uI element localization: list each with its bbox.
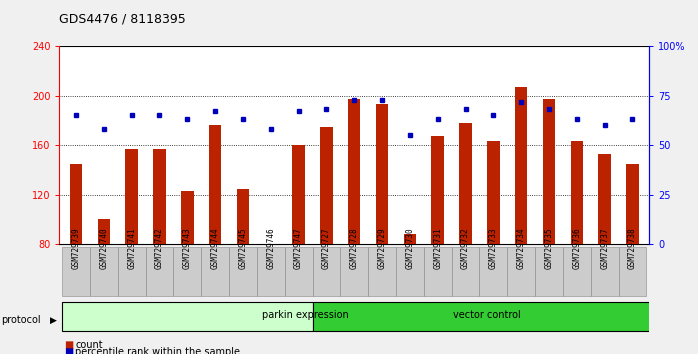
Bar xyxy=(146,247,173,296)
Bar xyxy=(98,219,110,244)
Text: ■: ■ xyxy=(64,340,73,350)
Text: GSM729742: GSM729742 xyxy=(155,227,164,269)
Text: vector control: vector control xyxy=(452,310,520,320)
Bar xyxy=(431,136,444,244)
Bar xyxy=(237,188,249,244)
Text: GSM729734: GSM729734 xyxy=(517,227,526,269)
Bar xyxy=(313,302,660,331)
Text: GSM729727: GSM729727 xyxy=(322,227,331,269)
Bar xyxy=(480,247,507,296)
Text: GSM729740: GSM729740 xyxy=(99,227,108,269)
Bar xyxy=(452,247,480,296)
Text: GSM729744: GSM729744 xyxy=(211,227,220,269)
Bar xyxy=(515,87,528,244)
Bar xyxy=(154,149,165,244)
Text: GSM729738: GSM729738 xyxy=(628,227,637,269)
Bar xyxy=(507,247,535,296)
Bar xyxy=(376,104,388,244)
Bar xyxy=(368,247,396,296)
Text: ▶: ▶ xyxy=(50,316,57,325)
Text: GSM729747: GSM729747 xyxy=(294,227,303,269)
Bar xyxy=(396,247,424,296)
Text: GSM729728: GSM729728 xyxy=(350,227,359,269)
Bar xyxy=(591,247,618,296)
Bar xyxy=(348,99,360,244)
Bar xyxy=(320,127,333,244)
Bar xyxy=(201,247,229,296)
Text: GSM729730: GSM729730 xyxy=(406,227,415,269)
Bar xyxy=(313,247,341,296)
Bar xyxy=(535,247,563,296)
Text: GSM729745: GSM729745 xyxy=(239,227,248,269)
Bar xyxy=(487,141,500,244)
Text: GSM729731: GSM729731 xyxy=(433,227,443,269)
Bar xyxy=(118,247,146,296)
Text: GSM729729: GSM729729 xyxy=(378,227,387,269)
Text: GSM729743: GSM729743 xyxy=(183,227,192,269)
Bar xyxy=(90,247,118,296)
Text: GSM729735: GSM729735 xyxy=(544,227,554,269)
Bar xyxy=(209,125,221,244)
Bar xyxy=(459,123,472,244)
Bar xyxy=(424,247,452,296)
Text: GSM729732: GSM729732 xyxy=(461,227,470,269)
Text: ■: ■ xyxy=(64,347,73,354)
Bar xyxy=(292,145,305,244)
Bar xyxy=(62,302,313,331)
Text: count: count xyxy=(75,340,103,350)
Text: percentile rank within the sample: percentile rank within the sample xyxy=(75,347,240,354)
Bar xyxy=(598,154,611,244)
Bar xyxy=(229,247,257,296)
Text: GSM729736: GSM729736 xyxy=(572,227,581,269)
Text: GDS4476 / 8118395: GDS4476 / 8118395 xyxy=(59,12,186,25)
Bar xyxy=(543,99,555,244)
Bar xyxy=(626,164,639,244)
Text: GSM729746: GSM729746 xyxy=(266,227,275,269)
Bar xyxy=(257,247,285,296)
Text: GSM729737: GSM729737 xyxy=(600,227,609,269)
Bar xyxy=(285,247,313,296)
Bar xyxy=(70,164,82,244)
Bar xyxy=(62,247,90,296)
Bar xyxy=(341,247,368,296)
Bar xyxy=(403,234,416,244)
Text: parkin expression: parkin expression xyxy=(262,310,349,320)
Bar xyxy=(618,247,646,296)
Bar xyxy=(570,141,583,244)
Bar xyxy=(126,149,138,244)
Bar xyxy=(563,247,591,296)
Text: GSM729739: GSM729739 xyxy=(71,227,80,269)
Text: protocol: protocol xyxy=(1,315,40,325)
Text: GSM729741: GSM729741 xyxy=(127,227,136,269)
Bar xyxy=(181,191,193,244)
Text: GSM729733: GSM729733 xyxy=(489,227,498,269)
Bar xyxy=(173,247,201,296)
